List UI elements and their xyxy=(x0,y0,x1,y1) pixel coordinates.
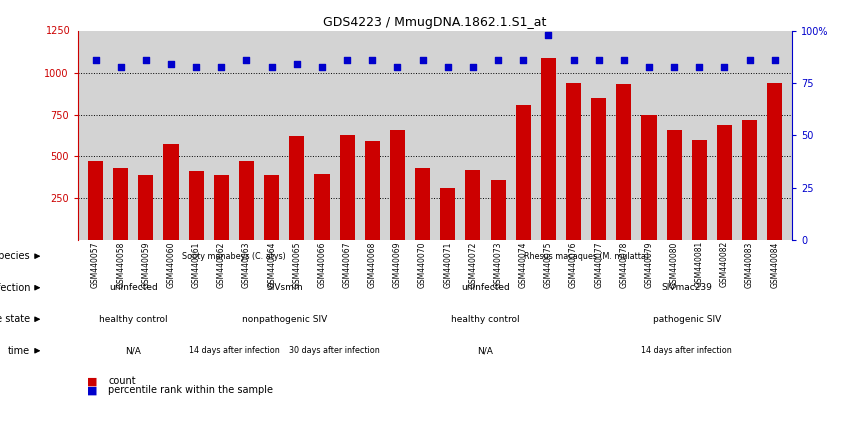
Bar xyxy=(139,174,153,240)
Bar xyxy=(239,161,254,240)
Bar xyxy=(88,161,103,240)
Bar xyxy=(339,135,355,240)
Text: species: species xyxy=(0,251,30,261)
Bar xyxy=(264,174,279,240)
Point xyxy=(541,32,555,39)
Text: N/A: N/A xyxy=(126,346,141,355)
Point xyxy=(240,57,254,64)
Point xyxy=(215,63,229,70)
Point xyxy=(441,63,455,70)
Text: SIVsmm: SIVsmm xyxy=(266,283,302,292)
Bar xyxy=(214,174,229,240)
Text: uninfected: uninfected xyxy=(461,283,510,292)
Point xyxy=(718,63,732,70)
Point xyxy=(516,57,530,64)
Bar xyxy=(692,139,707,240)
Text: time: time xyxy=(8,346,30,356)
Point xyxy=(768,57,782,64)
Point xyxy=(139,57,152,64)
Point xyxy=(391,63,404,70)
Text: Rhesus macaques (M. mulatta): Rhesus macaques (M. mulatta) xyxy=(524,252,649,261)
Point xyxy=(466,63,480,70)
Text: 1250: 1250 xyxy=(46,26,70,36)
Bar xyxy=(390,130,405,240)
Point xyxy=(416,57,430,64)
Bar xyxy=(667,130,682,240)
Point xyxy=(642,63,656,70)
Text: 14 days after infection: 14 days after infection xyxy=(189,346,280,355)
Point xyxy=(164,61,178,68)
Point xyxy=(591,57,605,64)
Text: percentile rank within the sample: percentile rank within the sample xyxy=(108,385,274,395)
Text: N/A: N/A xyxy=(477,346,494,355)
Bar xyxy=(515,104,531,240)
Bar xyxy=(113,168,128,240)
Bar xyxy=(440,188,456,240)
Text: disease state: disease state xyxy=(0,314,30,324)
Text: nonpathogenic SIV: nonpathogenic SIV xyxy=(242,315,326,324)
Bar xyxy=(767,83,782,240)
Point xyxy=(190,63,204,70)
Title: GDS4223 / MmugDNA.1862.1.S1_at: GDS4223 / MmugDNA.1862.1.S1_at xyxy=(324,16,546,28)
Bar xyxy=(591,98,606,240)
Point xyxy=(113,63,127,70)
Point xyxy=(340,57,354,64)
Bar xyxy=(490,181,506,240)
Text: ■: ■ xyxy=(87,385,97,395)
Text: Sooty manabeys (C. atys): Sooty manabeys (C. atys) xyxy=(182,252,286,261)
Point xyxy=(617,57,630,64)
Point xyxy=(265,63,279,70)
Bar xyxy=(189,171,204,240)
Bar xyxy=(164,144,178,240)
Point xyxy=(491,57,505,64)
Text: SIVmac239: SIVmac239 xyxy=(662,283,712,292)
Bar xyxy=(617,83,631,240)
Bar xyxy=(566,83,581,240)
Point xyxy=(315,63,329,70)
Point xyxy=(667,63,681,70)
Bar xyxy=(289,136,304,240)
Bar xyxy=(642,115,656,240)
Text: healthy control: healthy control xyxy=(451,315,520,324)
Point xyxy=(566,57,580,64)
Text: 14 days after infection: 14 days after infection xyxy=(642,346,732,355)
Bar xyxy=(465,170,481,240)
Point xyxy=(743,57,757,64)
Bar xyxy=(717,125,732,240)
Point xyxy=(88,57,102,64)
Text: 30 days after infection: 30 days after infection xyxy=(289,346,380,355)
Point xyxy=(290,61,304,68)
Bar xyxy=(742,119,757,240)
Point xyxy=(365,57,379,64)
Text: infection: infection xyxy=(0,283,30,293)
Text: healthy control: healthy control xyxy=(99,315,168,324)
Bar xyxy=(365,141,380,240)
Point xyxy=(693,63,707,70)
Bar xyxy=(314,174,329,240)
Text: uninfected: uninfected xyxy=(109,283,158,292)
Text: count: count xyxy=(108,377,136,386)
Bar xyxy=(415,168,430,240)
Text: pathogenic SIV: pathogenic SIV xyxy=(653,315,721,324)
Text: ■: ■ xyxy=(87,377,97,386)
Bar xyxy=(541,58,556,240)
